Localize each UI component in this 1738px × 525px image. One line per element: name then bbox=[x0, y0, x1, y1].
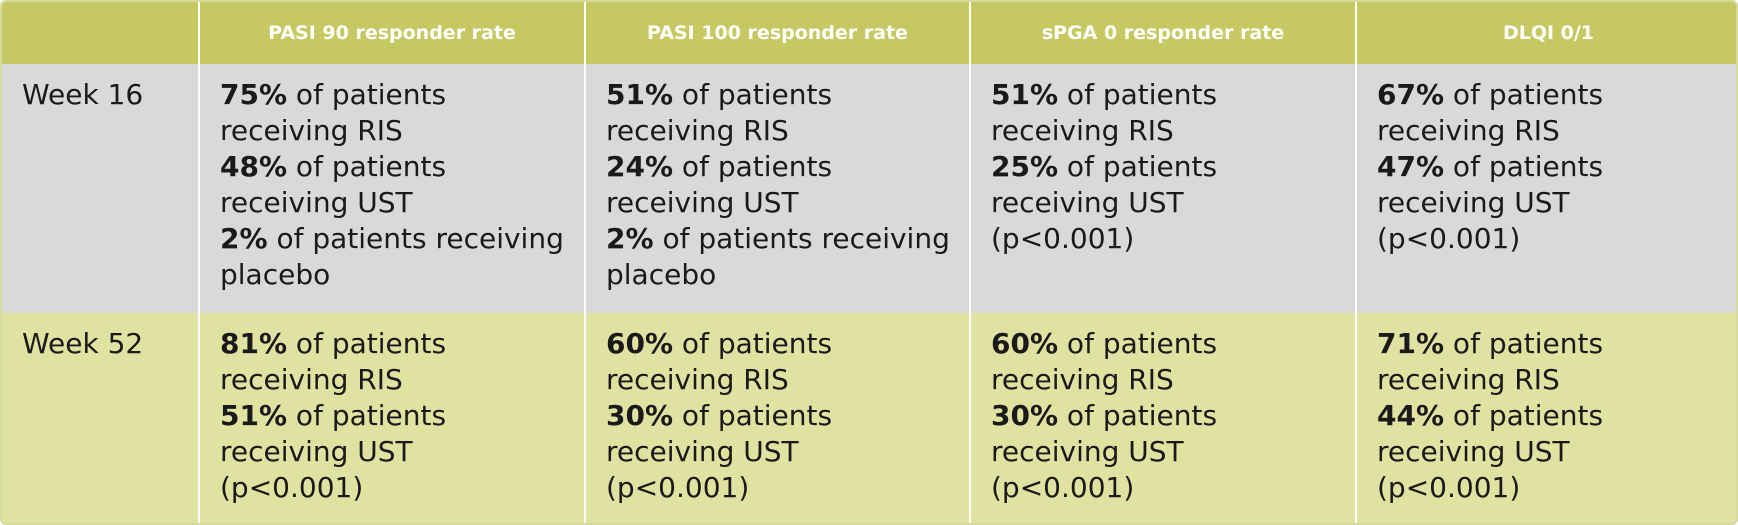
header-pasi90: PASI 90 responder rate bbox=[198, 2, 584, 64]
p-value-note: (p<0.001) bbox=[1377, 222, 1521, 255]
stat-percent: 60% bbox=[606, 327, 674, 360]
table-header-row: PASI 90 responder rate PASI 100 responde… bbox=[2, 2, 1736, 64]
stat-percent: 2% bbox=[220, 222, 268, 255]
stat-line: 44% of patients receiving UST bbox=[1377, 398, 1730, 470]
stat-line: 67% of patients receiving RIS bbox=[1377, 77, 1730, 149]
table-cell: 71% of patients receiving RIS 44% of pati… bbox=[1355, 313, 1736, 523]
table-row-week-52: Week 52 81% of patients receiving RIS 51%… bbox=[2, 313, 1736, 523]
stat-text: of patients receiving RIS bbox=[220, 327, 447, 396]
table-cell: 51% of patients receiving RIS 24% of pati… bbox=[584, 64, 969, 313]
stat-text: of patients receiving RIS bbox=[1377, 327, 1604, 396]
stat-line: 51% of patients receiving UST bbox=[220, 398, 574, 470]
stat-percent: 81% bbox=[220, 327, 288, 360]
header-dlqi: DLQI 0/1 bbox=[1355, 2, 1736, 64]
stat-text: of patients receiving RIS bbox=[606, 327, 833, 396]
p-value-note: (p<0.001) bbox=[991, 471, 1135, 504]
stat-line: 30% of patients receiving UST bbox=[606, 398, 959, 470]
stat-line: 71% of patients receiving RIS bbox=[1377, 326, 1730, 398]
row-label: Week 16 bbox=[2, 64, 198, 313]
stat-text: of patients receiving UST bbox=[606, 150, 833, 219]
p-value-note: (p<0.001) bbox=[220, 471, 364, 504]
stat-percent: 24% bbox=[606, 150, 674, 183]
table-cell: 75% of patients receiving RIS 48% of pati… bbox=[198, 64, 584, 313]
row-label-text: Week 52 bbox=[22, 327, 144, 360]
stat-line: 51% of patients receiving RIS bbox=[991, 77, 1345, 149]
p-value-note: (p<0.001) bbox=[606, 471, 750, 504]
stat-line: 60% of patients receiving RIS bbox=[606, 326, 959, 398]
table-cell: 60% of patients receiving RIS 30% of pati… bbox=[969, 313, 1355, 523]
stat-percent: 25% bbox=[991, 150, 1059, 183]
stat-percent: 51% bbox=[606, 78, 674, 111]
p-value-note: (p<0.001) bbox=[1377, 471, 1521, 504]
stat-percent: 51% bbox=[220, 399, 288, 432]
stat-line: 81% of patients receiving RIS bbox=[220, 326, 574, 398]
stat-line: 51% of patients receiving RIS bbox=[606, 77, 959, 149]
stat-text: of patients receiving RIS bbox=[1377, 78, 1604, 147]
stat-percent: 30% bbox=[606, 399, 674, 432]
stat-line: 75% of patients receiving RIS bbox=[220, 77, 574, 149]
stat-percent: 60% bbox=[991, 327, 1059, 360]
stat-percent: 44% bbox=[1377, 399, 1445, 432]
stat-percent: 71% bbox=[1377, 327, 1445, 360]
stat-line: 24% of patients receiving UST bbox=[606, 149, 959, 221]
stat-percent: 51% bbox=[991, 78, 1059, 111]
stat-text: of patients receiving UST bbox=[1377, 399, 1604, 468]
table-cell: 81% of patients receiving RIS 51% of pati… bbox=[198, 313, 584, 523]
stat-text: of patients receiving UST bbox=[220, 399, 447, 468]
stat-text: of patients receiving placebo bbox=[606, 222, 950, 291]
header-corner-cell bbox=[2, 2, 198, 64]
row-label: Week 52 bbox=[2, 313, 198, 523]
p-value-note: (p<0.001) bbox=[991, 222, 1135, 255]
stat-line: 30% of patients receiving UST bbox=[991, 398, 1345, 470]
stat-percent: 2% bbox=[606, 222, 654, 255]
stat-text: of patients receiving UST bbox=[1377, 150, 1604, 219]
stat-line: 25% of patients receiving UST bbox=[991, 149, 1345, 221]
stat-line: 60% of patients receiving RIS bbox=[991, 326, 1345, 398]
stat-text: of patients receiving UST bbox=[991, 399, 1218, 468]
stat-text: of patients receiving UST bbox=[991, 150, 1218, 219]
header-spga0: sPGA 0 responder rate bbox=[969, 2, 1355, 64]
row-label-text: Week 16 bbox=[22, 78, 144, 111]
stat-text: of patients receiving UST bbox=[220, 150, 447, 219]
header-pasi100: PASI 100 responder rate bbox=[584, 2, 969, 64]
stat-text: of patients receiving placebo bbox=[220, 222, 564, 291]
stat-text: of patients receiving RIS bbox=[991, 78, 1218, 147]
stat-text: of patients receiving RIS bbox=[606, 78, 833, 147]
stat-text: of patients receiving UST bbox=[606, 399, 833, 468]
stat-line: 2% of patients receiving placebo bbox=[606, 221, 959, 293]
stat-line: 48% of patients receiving UST bbox=[220, 149, 574, 221]
stat-text: of patients receiving RIS bbox=[220, 78, 447, 147]
stat-text: of patients receiving RIS bbox=[991, 327, 1218, 396]
stat-percent: 67% bbox=[1377, 78, 1445, 111]
table-cell: 51% of patients receiving RIS 25% of pati… bbox=[969, 64, 1355, 313]
stat-line: 47% of patients receiving UST bbox=[1377, 149, 1730, 221]
stat-percent: 48% bbox=[220, 150, 288, 183]
stat-percent: 47% bbox=[1377, 150, 1445, 183]
table-row-week-16: Week 16 75% of patients receiving RIS 48%… bbox=[2, 64, 1736, 313]
stat-percent: 75% bbox=[220, 78, 288, 111]
stat-percent: 30% bbox=[991, 399, 1059, 432]
stat-line: 2% of patients receiving placebo bbox=[220, 221, 574, 293]
table-cell: 67% of patients receiving RIS 47% of pati… bbox=[1355, 64, 1736, 313]
table-cell: 60% of patients receiving RIS 30% of pati… bbox=[584, 313, 969, 523]
